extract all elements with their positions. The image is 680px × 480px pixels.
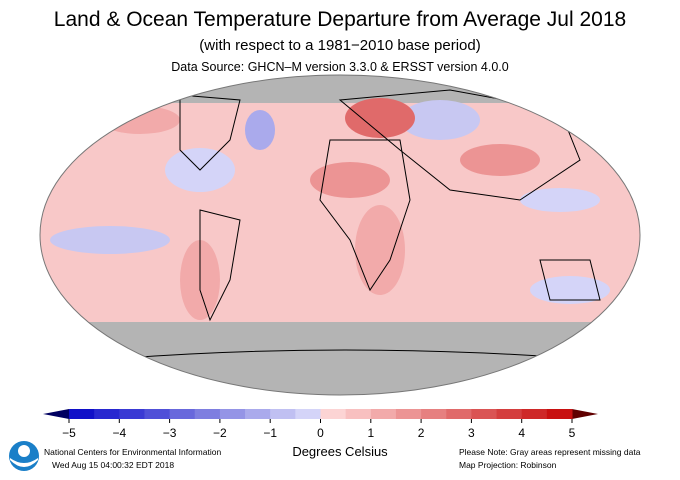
colorbar-tick-label: 0: [317, 426, 324, 440]
colorbar-segment: [320, 409, 347, 419]
colorbar-segment: [471, 409, 498, 419]
colorbar-tick-label: −3: [163, 426, 177, 440]
colorbar-segment: [169, 409, 196, 419]
colorbar-tick-label: −4: [112, 426, 126, 440]
colorbar-tick-label: 4: [518, 426, 525, 440]
colorbar-over-arrow: [572, 409, 598, 419]
colorbar-segment: [446, 409, 472, 419]
noaa-logo-icon: [9, 441, 39, 471]
colorbar-tick-label: 1: [367, 426, 374, 440]
timestamp: Wed Aug 15 04:00:32 EDT 2018: [52, 460, 175, 470]
colorbar-segment: [345, 409, 372, 419]
colorbar-segment: [421, 409, 447, 419]
colorbar-segment: [144, 409, 171, 419]
map-title: Land & Ocean Temperature Departure from …: [53, 8, 627, 31]
colorbar-segment: [295, 409, 321, 419]
colorbar-tick-label: 2: [418, 426, 425, 440]
colorbar-segment: [270, 409, 296, 419]
map-subtitle: (with respect to a 1981−2010 base period…: [199, 37, 481, 54]
colorbar-label: Degrees Celsius: [292, 444, 388, 459]
colorbar-tick-label: −2: [213, 426, 227, 440]
colorbar-tick-label: −1: [263, 426, 277, 440]
org-name: National Centers for Environmental Infor…: [44, 447, 222, 457]
colorbar-segment: [370, 409, 397, 419]
colorbar-segment: [69, 409, 95, 419]
data-source: Data Source: GHCN–M version 3.3.0 & ERSS…: [171, 60, 509, 74]
missing-data-note: Please Note: Gray areas represent missin…: [459, 447, 641, 457]
colorbar-segment: [521, 409, 548, 419]
colorbar-segment: [119, 409, 145, 419]
colorbar-segment: [395, 409, 422, 419]
colorbar-under-arrow: [43, 409, 69, 419]
colorbar-tick-label: 5: [569, 426, 576, 440]
colorbar-segment: [496, 409, 523, 419]
colorbar-segment: [546, 409, 573, 419]
colorbar-segment: [94, 409, 120, 419]
colorbar-segment: [194, 409, 221, 419]
projection-note: Map Projection: Robinson: [459, 460, 557, 470]
colorbar: −5 −4 −3 −2 −1 0 1 2 3 4 5: [43, 409, 598, 440]
colorbar-tick-label: 3: [468, 426, 475, 440]
colorbar-segment: [245, 409, 271, 419]
colorbar-segment: [219, 409, 246, 419]
colorbar-tick-label: −5: [62, 426, 76, 440]
